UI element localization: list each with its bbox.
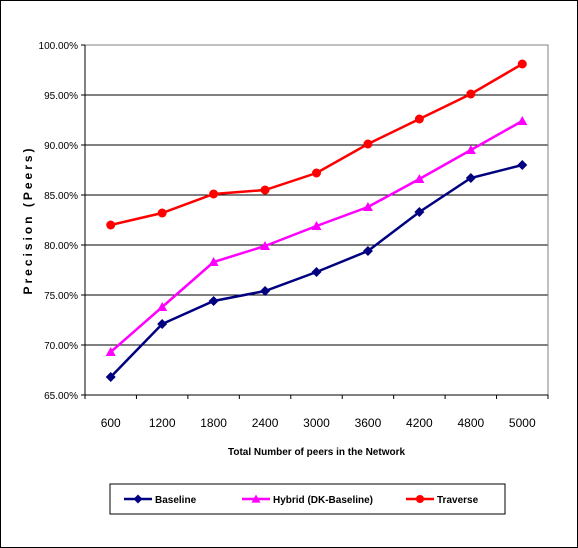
y-tick-label: 75.00% [44, 291, 78, 302]
data-point-circle [260, 185, 270, 195]
series-traverse [106, 59, 527, 230]
x-tick-label: 1800 [200, 416, 227, 430]
y-tick-label: 80.00% [44, 241, 78, 252]
data-point-triangle [414, 174, 425, 183]
y-tick-label: 90.00% [44, 141, 78, 152]
legend: Baseline Hybrid (DK-Baseline) Traverse [124, 494, 479, 506]
y-tick-label: 70.00% [44, 341, 78, 352]
gridlines [85, 44, 548, 396]
data-point-triangle [105, 347, 116, 356]
x-tick-label: 1200 [149, 416, 176, 430]
series-hybrid-dk-baseline [105, 116, 528, 356]
data-point-circle [414, 114, 424, 124]
data-point-circle [363, 139, 373, 149]
legend-box [109, 483, 506, 515]
data-point-circle [466, 89, 476, 99]
data-point-diamond [105, 372, 116, 382]
y-tick-label: 95.00% [44, 91, 78, 102]
y-tick-label: 100.00% [39, 41, 79, 52]
data-point-diamond [517, 160, 528, 170]
x-tick-label: 2400 [252, 416, 279, 430]
data-point-circle [415, 494, 425, 504]
data-point-triangle [311, 221, 322, 230]
data-point-circle [209, 189, 219, 199]
data-point-triangle [260, 241, 271, 250]
series-baseline [105, 160, 528, 382]
data-point-circle [157, 208, 167, 218]
x-axis-label: Total Number of peers in the Network [228, 447, 405, 458]
data-point-diamond [414, 207, 425, 217]
data-point-diamond [362, 246, 373, 256]
y-tick-label: 85.00% [44, 191, 78, 202]
x-tick-label: 3600 [355, 416, 382, 430]
data-point-circle [312, 168, 321, 178]
series-lines [105, 59, 528, 382]
series-line [109, 119, 523, 353]
legend-label: Traverse [437, 495, 479, 506]
y-axis-ticks: 65.00% 70.00% 75.00% 80.00% 85.00% 90.00% 95.0… [39, 41, 86, 402]
data-point-diamond [465, 173, 476, 183]
x-tick-label: 5000 [509, 416, 536, 430]
data-point-triangle [208, 257, 219, 266]
data-point-diamond [133, 494, 143, 504]
x-tick-label: 600 [101, 416, 121, 430]
data-point-triangle [465, 145, 476, 154]
x-tick-label: 4800 [457, 416, 484, 430]
y-axis-label: Precision (Peers) [21, 145, 35, 294]
data-point-triangle [157, 302, 168, 311]
data-point-circle [106, 220, 116, 230]
data-point-triangle [517, 116, 528, 125]
x-tick-label: 4200 [406, 416, 433, 430]
legend-label: Hybrid (DK-Baseline) [273, 495, 373, 506]
data-point-diamond [157, 319, 168, 329]
data-point-circle [517, 59, 527, 69]
x-axis-ticks: 600 1200 1800 2400 3000 3600 4200 4800 5000 [84, 394, 549, 430]
data-point-diamond [311, 267, 322, 277]
data-point-triangle [251, 494, 261, 503]
data-point-triangle [362, 202, 373, 211]
plot-area [84, 44, 549, 396]
y-tick-label: 65.00% [44, 391, 78, 402]
data-point-diamond [260, 286, 271, 296]
legend-item: Hybrid (DK-Baseline) [242, 494, 373, 506]
data-point-diamond [208, 296, 219, 306]
x-tick-label: 3000 [303, 416, 330, 430]
legend-item: Traverse [406, 494, 479, 506]
legend-label: Baseline [155, 495, 197, 506]
legend-item: Baseline [124, 494, 197, 506]
